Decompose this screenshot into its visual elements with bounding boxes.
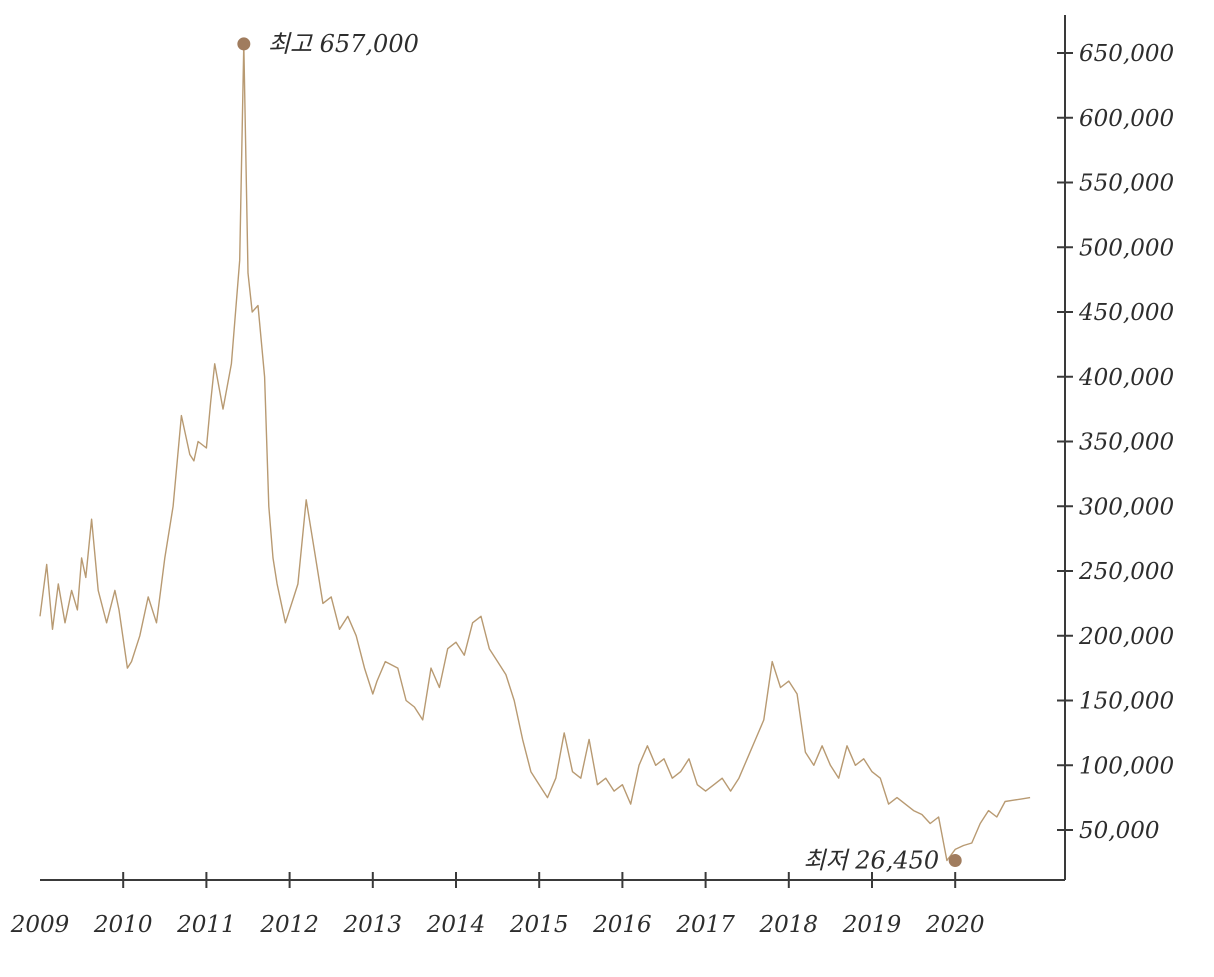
y-tick-label: 650,000 bbox=[1079, 41, 1174, 67]
x-tick-label: 2017 bbox=[675, 912, 735, 938]
x-tick-label: 2020 bbox=[925, 912, 985, 938]
y-tick-label: 100,000 bbox=[1079, 753, 1174, 779]
axes bbox=[40, 15, 1066, 881]
x-tick-label: 2015 bbox=[509, 912, 569, 938]
series-layer bbox=[39, 43, 1031, 862]
x-tick-label: 2012 bbox=[259, 912, 319, 938]
x-tick-label: 2009 bbox=[10, 912, 70, 938]
annotation-layer: 최고 657,000 최저 26,450 bbox=[237, 30, 962, 874]
x-tick-label: 2016 bbox=[592, 912, 652, 938]
y-tick-label: 300,000 bbox=[1079, 494, 1174, 520]
x-tick-label: 2013 bbox=[343, 912, 403, 938]
peak-label: 최고 657,000 bbox=[268, 30, 419, 58]
peak-marker bbox=[237, 37, 251, 51]
x-tick-label: 2014 bbox=[426, 912, 486, 938]
y-tick-label: 50,000 bbox=[1079, 818, 1159, 844]
y-axis-ticks: 50,000 100,000 150,000 200,000 250,000 300,00… bbox=[1057, 41, 1174, 844]
y-tick-label: 450,000 bbox=[1078, 300, 1174, 326]
x-tick-label: 2010 bbox=[93, 912, 153, 938]
y-tick-label: 200,000 bbox=[1078, 624, 1174, 650]
x-axis-ticks: 2009 2010 2011 2012 2013 2014 2015 2016 2017 2018… bbox=[10, 872, 985, 938]
trough-marker bbox=[948, 853, 962, 867]
trough-label: 최저 26,450 bbox=[803, 846, 939, 874]
price-series-line bbox=[39, 43, 1031, 862]
y-tick-label: 500,000 bbox=[1079, 235, 1174, 261]
y-tick-label: 150,000 bbox=[1079, 689, 1174, 715]
y-tick-label: 400,000 bbox=[1078, 365, 1174, 391]
x-tick-label: 2011 bbox=[176, 912, 236, 938]
y-tick-label: 600,000 bbox=[1079, 106, 1174, 132]
y-tick-label: 350,000 bbox=[1079, 430, 1174, 456]
y-tick-label: 550,000 bbox=[1079, 171, 1174, 197]
x-tick-label: 2019 bbox=[842, 912, 902, 938]
x-tick-label: 2018 bbox=[759, 912, 819, 938]
y-tick-label: 250,000 bbox=[1078, 559, 1174, 585]
